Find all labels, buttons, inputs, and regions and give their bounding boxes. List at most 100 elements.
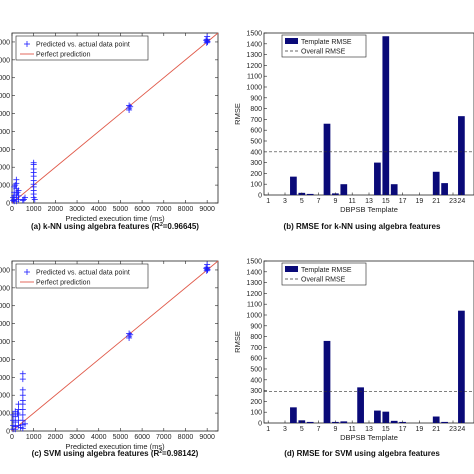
bar-template-21 bbox=[432, 416, 440, 423]
y-tick-label: 5000 bbox=[0, 339, 10, 346]
legend: Template RMSE Overall RMSE bbox=[281, 262, 367, 286]
x-tick-label: 15 bbox=[382, 198, 390, 205]
y-tick-label: 3000 bbox=[0, 375, 10, 382]
y-tick-label: 400 bbox=[250, 377, 262, 384]
bar-panel-b: 0 100 200 300 400 500 600 700 800 900 1000 1100 1200… bbox=[233, 31, 474, 231]
y-tick-label: 0 bbox=[6, 429, 10, 436]
y-tick-label: 5000 bbox=[0, 111, 10, 118]
legend: Predicted vs. actual data point Perfect p… bbox=[15, 35, 149, 61]
bar-template-24 bbox=[458, 116, 465, 195]
x-tick-label: 7 bbox=[317, 426, 321, 433]
y-tick-label: 1000 bbox=[0, 183, 10, 190]
perfect-prediction-line bbox=[11, 32, 219, 204]
y-tick-label: 900 bbox=[250, 323, 262, 330]
y-tick-label: 900 bbox=[250, 95, 262, 102]
x-tick-label: 0 bbox=[10, 206, 14, 213]
y-tick-label: 700 bbox=[250, 117, 262, 124]
x-tick-label: 5 bbox=[300, 426, 304, 433]
y-tick-label: 1000 bbox=[246, 313, 262, 320]
legend: Predicted vs. actual data point Perfect p… bbox=[15, 263, 149, 289]
x-tick-label: 2000 bbox=[48, 206, 64, 213]
y-tick-label: 1100 bbox=[247, 302, 262, 309]
y-tick-label: 1000 bbox=[0, 411, 10, 418]
x-tick-label: 3 bbox=[283, 426, 287, 433]
bar-template-10 bbox=[340, 421, 348, 423]
data-point bbox=[10, 426, 17, 433]
perfect-prediction-line bbox=[11, 260, 219, 432]
x-tick-label: 13 bbox=[365, 426, 373, 433]
legend-label-bars: Template RMSE bbox=[301, 267, 352, 274]
data-point bbox=[20, 196, 27, 203]
bar-template-8 bbox=[323, 340, 331, 423]
x-tick-label: 5000 bbox=[113, 206, 129, 213]
y-tick-label: 9000 bbox=[0, 39, 10, 46]
legend-marker-bar bbox=[285, 38, 298, 44]
x-tick-label: 0 bbox=[10, 434, 14, 441]
y-tick-label: 0 bbox=[258, 193, 262, 200]
data-point bbox=[12, 182, 19, 189]
y-tick-label: 2000 bbox=[0, 393, 10, 400]
x-tick-label: 9 bbox=[333, 426, 337, 433]
data-point bbox=[19, 386, 26, 393]
y-tick-label: 1500 bbox=[246, 31, 262, 38]
x-tick-label: 4000 bbox=[91, 206, 107, 213]
y-tick-label: 100 bbox=[250, 410, 262, 417]
bar-template-12 bbox=[357, 387, 364, 423]
x-tick-label: 17 bbox=[399, 198, 407, 205]
x-tick-label: 23 bbox=[449, 426, 457, 433]
x-tick-label: 7000 bbox=[156, 206, 172, 213]
bar-template-14 bbox=[374, 410, 381, 423]
panel-caption: (b) RMSE for k-NN using algebra features bbox=[284, 222, 441, 231]
data-point bbox=[19, 370, 26, 377]
x-axis-label: Predicted execution time (ms) bbox=[65, 214, 165, 223]
y-tick-label: 1400 bbox=[246, 41, 262, 48]
x-tick-label: 11 bbox=[349, 426, 356, 433]
x-axis-label: DBPSB Template bbox=[340, 433, 398, 442]
legend-label-line: Perfect prediction bbox=[36, 52, 91, 59]
data-point bbox=[10, 197, 17, 204]
x-axis-label: DBPSB Template bbox=[340, 205, 398, 214]
y-tick-label: 1200 bbox=[246, 291, 262, 298]
x-tick-label: 21 bbox=[432, 426, 440, 433]
x-tick-label: 9000 bbox=[199, 434, 215, 441]
y-tick-label: 200 bbox=[250, 171, 262, 178]
y-tick-label: 8000 bbox=[0, 285, 10, 292]
data-point bbox=[11, 198, 18, 205]
y-axis-label: RMSE bbox=[233, 331, 242, 353]
data-point bbox=[14, 410, 21, 417]
legend-label-points: Predicted vs. actual data point bbox=[36, 42, 130, 49]
y-tick-label: 300 bbox=[250, 388, 262, 395]
x-tick-label: 23 bbox=[449, 198, 457, 205]
x-tick-label: 8000 bbox=[178, 206, 194, 213]
y-tick-label: 1300 bbox=[246, 280, 262, 287]
data-point bbox=[126, 334, 133, 341]
x-tick-label: 13 bbox=[365, 198, 373, 205]
scatter-panel-c: 0 1000 2000 3000 4000 5000 6000 7000 8000 9000 0 10… bbox=[0, 260, 219, 458]
y-tick-label: 1400 bbox=[246, 269, 262, 276]
y-tick-label: 800 bbox=[250, 334, 262, 341]
y-tick-label: 7000 bbox=[0, 75, 10, 82]
x-tick-label: 5000 bbox=[113, 434, 129, 441]
legend-box bbox=[281, 34, 367, 58]
bar-template-22 bbox=[441, 421, 448, 423]
data-point bbox=[19, 376, 26, 383]
bar-template-16 bbox=[390, 184, 398, 195]
bar-template-24 bbox=[458, 310, 465, 423]
data-point bbox=[127, 103, 134, 110]
bar-panel-d: 0 100 200 300 400 500 600 700 800 900 1000 1100 1200… bbox=[233, 259, 474, 458]
x-tick-label: 7000 bbox=[156, 434, 172, 441]
bar-template-4 bbox=[290, 407, 297, 423]
data-point bbox=[10, 411, 17, 418]
data-point bbox=[31, 196, 38, 203]
y-tick-label: 1200 bbox=[246, 63, 262, 70]
plot-frame bbox=[11, 32, 219, 204]
data-point bbox=[203, 267, 210, 274]
bar-template-8 bbox=[323, 123, 331, 195]
y-tick-label: 600 bbox=[250, 356, 262, 363]
y-tick-label: 400 bbox=[250, 149, 262, 156]
x-tick-label: 8000 bbox=[178, 434, 194, 441]
x-tick-label: 24 bbox=[458, 426, 466, 433]
legend-label-overall: Overall RMSE bbox=[301, 277, 346, 284]
legend-box bbox=[15, 35, 149, 61]
